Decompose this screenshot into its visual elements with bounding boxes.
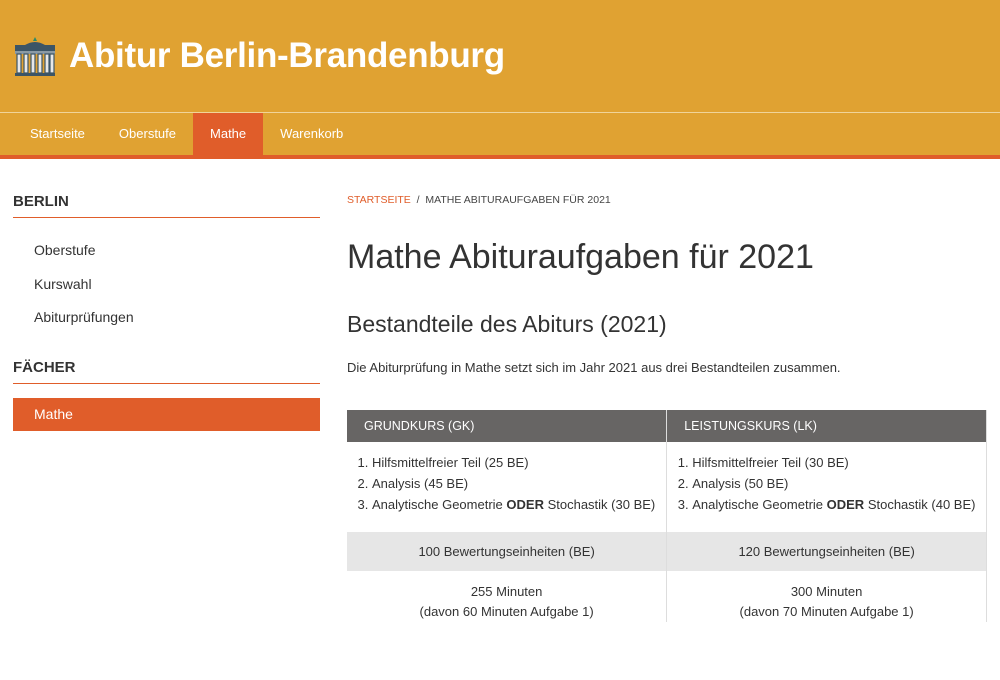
- list-item: Analytische Geometrie ODER Stochastik (3…: [372, 494, 656, 515]
- sidebar-item-abiturpruefungen[interactable]: Abiturprüfungen: [34, 309, 134, 325]
- intro-text: Die Abiturprüfung in Mathe setzt sich im…: [347, 360, 841, 375]
- lk-list: Hilfsmittelfreier Teil (30 BE) Analysis …: [667, 442, 986, 532]
- lk-minutes-note: (davon 70 Minuten Aufgabe 1): [739, 604, 914, 619]
- sidebar-item-oberstufe[interactable]: Oberstufe: [34, 242, 96, 258]
- main-nav: Startseite Oberstufe Mathe Warenkorb: [0, 113, 1000, 159]
- breadcrumb-current: MATHE ABITURAUFGABEN FÜR 2021: [425, 194, 611, 206]
- breadcrumb: STARTSEITE / MATHE ABITURAUFGABEN FÜR 20…: [347, 194, 987, 206]
- page-title: Mathe Abituraufgaben für 2021: [347, 238, 814, 276]
- sidebar-heading-berlin: BERLIN: [13, 193, 320, 218]
- header-gk: GRUNDKURS (GK): [347, 410, 668, 442]
- list-item: Hilfsmittelfreier Teil (30 BE): [692, 452, 976, 473]
- gk-minutes-note: (davon 60 Minuten Aufgabe 1): [419, 604, 594, 619]
- lk-be-total: 120 Bewertungseinheiten (BE): [666, 532, 987, 571]
- sidebar-heading-faecher: FÄCHER: [13, 359, 320, 384]
- section-title: Bestandteile des Abiturs (2021): [347, 311, 667, 337]
- breadcrumb-home[interactable]: STARTSEITE: [347, 194, 411, 206]
- sidebar: BERLIN Oberstufe Kurswahl Abiturprüfunge…: [13, 159, 320, 622]
- lk-minutes: 300 Minuten: [790, 584, 863, 599]
- list-item: Analytische Geometrie ODER Stochastik (4…: [692, 494, 976, 515]
- gk-minutes: 255 Minuten: [470, 584, 543, 599]
- main-content: STARTSEITE / MATHE ABITURAUFGABEN FÜR 20…: [347, 159, 987, 622]
- list-item: Hilfsmittelfreier Teil (25 BE): [372, 452, 656, 473]
- exam-table: GRUNDKURS (GK) LEISTUNGSKURS (LK) Hilfsm…: [347, 410, 987, 622]
- nav-startseite[interactable]: Startseite: [30, 126, 85, 141]
- list-item: Analysis (50 BE): [692, 473, 976, 494]
- nav-oberstufe[interactable]: Oberstufe: [118, 126, 177, 141]
- site-header: Abitur Berlin-Brandenburg: [0, 0, 1000, 113]
- nav-warenkorb[interactable]: Warenkorb: [280, 126, 344, 141]
- header-lk: LEISTUNGSKURS (LK): [666, 410, 987, 442]
- gk-list: Hilfsmittelfreier Teil (25 BE) Analysis …: [347, 442, 666, 532]
- list-item: Analysis (45 BE): [372, 473, 656, 494]
- brandenburg-gate-icon: [15, 37, 55, 76]
- nav-mathe[interactable]: Mathe: [193, 113, 264, 155]
- sidebar-item-kurswahl[interactable]: Kurswahl: [34, 275, 92, 292]
- breadcrumb-separator: /: [416, 194, 420, 206]
- site-title[interactable]: Abitur Berlin-Brandenburg: [69, 36, 505, 75]
- gk-be-total: 100 Bewertungseinheiten (BE): [347, 532, 668, 571]
- sidebar-item-mathe[interactable]: Mathe: [13, 397, 320, 431]
